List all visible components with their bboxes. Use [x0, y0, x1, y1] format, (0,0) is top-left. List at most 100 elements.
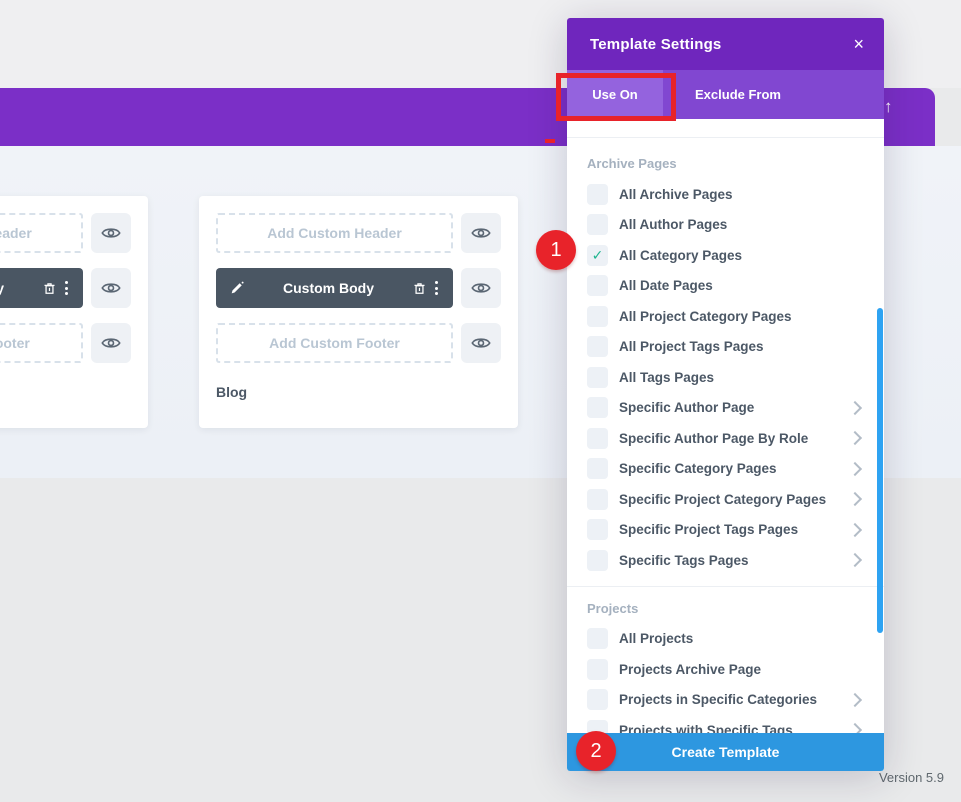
checkbox[interactable]	[587, 628, 608, 650]
condition-label: Specific Author Page By Role	[619, 430, 809, 446]
condition-row[interactable]: ✓ All Category Pages	[567, 240, 884, 271]
kebab-menu-icon[interactable]	[63, 279, 70, 297]
checkbox[interactable]	[587, 519, 608, 541]
add-custom-header-button[interactable]: Add Custom Header	[216, 213, 453, 253]
condition-label: Specific Author Page	[619, 400, 755, 416]
condition-label: Specific Category Pages	[619, 461, 777, 477]
trash-icon[interactable]	[412, 281, 427, 296]
pencil-icon[interactable]	[229, 280, 245, 296]
toggle-visibility-button[interactable]	[91, 213, 131, 253]
modal-condition-list[interactable]: Archive Pages All Archive Pages All Author…	[567, 119, 884, 771]
condition-label: Projects in Specific Categories	[619, 692, 818, 708]
toggle-visibility-button[interactable]	[461, 268, 501, 308]
checkbox[interactable]	[587, 658, 608, 680]
section-heading: Projects	[587, 600, 639, 616]
custom-body-label: Custom Body	[283, 280, 374, 296]
add-custom-header-button[interactable]: Add Custom Header	[0, 213, 83, 253]
toggle-visibility-button[interactable]	[461, 323, 501, 363]
condition-label: Specific Tags Pages	[619, 552, 749, 568]
condition-row[interactable]: All Archive Pages	[567, 179, 884, 210]
toggle-visibility-button[interactable]	[461, 213, 501, 253]
checkbox[interactable]	[587, 183, 608, 205]
eye-icon	[100, 222, 122, 244]
add-custom-footer-button[interactable]: Add Custom Footer	[0, 323, 83, 363]
add-custom-footer-label: Add Custom Footer	[269, 335, 400, 351]
annotation-step-2-badge: 2	[576, 731, 616, 771]
list-top-divider	[567, 137, 884, 138]
checkbox[interactable]	[587, 336, 608, 358]
chevron-right-icon[interactable]	[847, 553, 863, 568]
condition-label: All Tags Pages	[619, 369, 715, 385]
condition-label: All Project Category Pages	[619, 308, 792, 324]
chevron-right-icon[interactable]	[847, 492, 863, 507]
condition-row[interactable]: Specific Project Tags Pages	[567, 515, 884, 546]
add-custom-footer-button[interactable]: Add Custom Footer	[216, 323, 453, 363]
condition-label: All Author Pages	[619, 217, 728, 233]
eye-icon	[100, 277, 122, 299]
section-heading: Archive Pages	[587, 156, 677, 171]
condition-row[interactable]: All Date Pages	[567, 271, 884, 302]
scroll-to-top-icon[interactable]: ↑	[884, 97, 893, 116]
tab-exclude-from[interactable]: Exclude From	[695, 87, 781, 102]
condition-label: Specific Project Category Pages	[619, 491, 827, 507]
checkbox-checked[interactable]: ✓	[587, 244, 608, 266]
condition-row[interactable]: All Project Category Pages	[567, 301, 884, 332]
custom-body-label: Custom Body	[0, 280, 4, 296]
condition-row[interactable]: Specific Author Page By Role	[567, 423, 884, 454]
checkbox[interactable]	[587, 366, 608, 388]
checkbox[interactable]	[587, 549, 608, 571]
toggle-visibility-button[interactable]	[91, 268, 131, 308]
toggle-visibility-button[interactable]	[91, 323, 131, 363]
custom-body-bar[interactable]: Custom Body	[216, 268, 453, 308]
condition-row[interactable]: Specific Category Pages	[567, 454, 884, 485]
condition-label: All Archive Pages	[619, 186, 733, 202]
condition-label: Specific Project Tags Pages	[619, 522, 799, 538]
condition-label: All Projects	[619, 631, 694, 647]
tab-use-on[interactable]: Use On	[567, 70, 663, 119]
close-icon[interactable]: ×	[853, 34, 864, 54]
chevron-right-icon[interactable]	[847, 431, 863, 446]
condition-row[interactable]: All Tags Pages	[567, 362, 884, 393]
annotation-highlight-rectangle	[556, 73, 676, 121]
modal-tab-bar: Use On Exclude From	[567, 70, 884, 119]
condition-row[interactable]: All Projects	[567, 624, 884, 655]
checkbox[interactable]	[587, 689, 608, 711]
chevron-right-icon[interactable]	[847, 461, 863, 476]
trash-icon[interactable]	[42, 281, 57, 296]
eye-icon	[470, 277, 492, 299]
checkbox[interactable]	[587, 488, 608, 510]
checkbox[interactable]	[587, 397, 608, 419]
custom-body-bar[interactable]: Custom Body	[0, 268, 83, 308]
checkbox[interactable]	[587, 427, 608, 449]
template-card-left: Add Custom Header Custom Body	[0, 196, 148, 428]
add-custom-footer-label: Add Custom Footer	[0, 335, 30, 351]
checkbox[interactable]	[587, 458, 608, 480]
eye-icon	[470, 222, 492, 244]
add-custom-header-label: Add Custom Header	[0, 225, 32, 241]
modal-sections: Archive Pages All Archive Pages All Author…	[567, 156, 884, 746]
annotation-step-1-badge: 1	[536, 230, 576, 270]
modal-title: Template Settings	[590, 35, 722, 53]
condition-row[interactable]: Specific Tags Pages	[567, 545, 884, 576]
condition-label: All Project Tags Pages	[619, 339, 764, 355]
chevron-right-icon[interactable]	[847, 522, 863, 537]
chevron-right-icon[interactable]	[847, 400, 863, 415]
condition-row[interactable]: Specific Project Category Pages	[567, 484, 884, 515]
condition-label: Projects Archive Page	[619, 661, 762, 677]
condition-row[interactable]: Specific Author Page	[567, 393, 884, 424]
chevron-right-icon[interactable]	[847, 692, 863, 707]
modal-title-bar: Template Settings ×	[567, 18, 884, 70]
section-divider	[567, 585, 884, 587]
checkbox[interactable]	[587, 214, 608, 236]
condition-row[interactable]: All Project Tags Pages	[567, 332, 884, 363]
checkbox[interactable]	[587, 275, 608, 297]
scrollbar-thumb[interactable]	[877, 308, 883, 633]
checkbox[interactable]	[587, 305, 608, 327]
condition-row[interactable]: Projects Archive Page	[567, 654, 884, 685]
condition-row[interactable]: All Author Pages	[567, 210, 884, 241]
condition-row[interactable]: Projects in Specific Categories	[567, 685, 884, 716]
kebab-menu-icon[interactable]	[433, 279, 440, 297]
create-template-button[interactable]: Create Template	[567, 733, 884, 771]
eye-icon	[470, 332, 492, 354]
